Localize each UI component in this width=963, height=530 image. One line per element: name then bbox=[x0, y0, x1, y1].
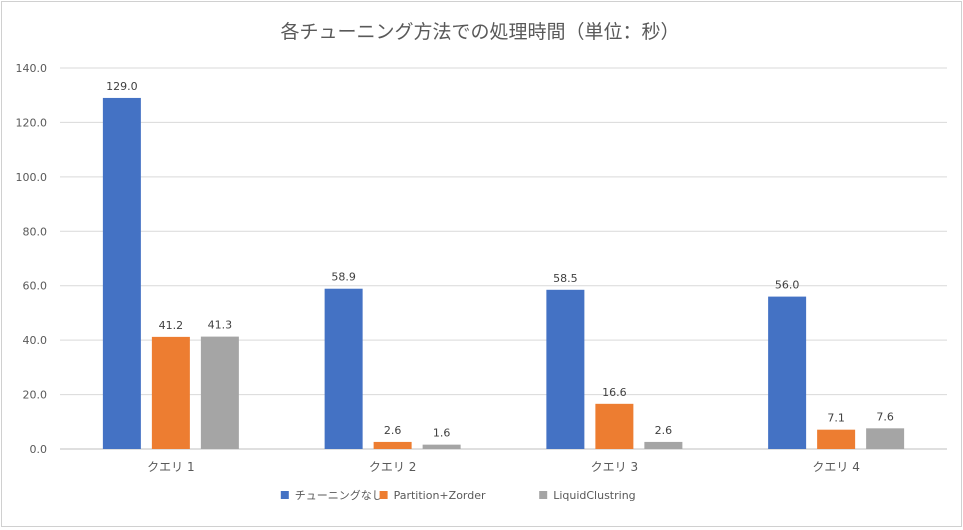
data-label: 129.0 bbox=[106, 80, 138, 93]
bar bbox=[200, 336, 239, 449]
legend-swatch bbox=[539, 491, 548, 499]
bar bbox=[817, 429, 856, 449]
y-axis: 0.0 20.0 40.0 60.0 80.0 100.0 120.0 140.0 bbox=[16, 62, 48, 456]
legend-item: チューニングなし bbox=[280, 488, 383, 502]
y-tick-label: 60.0 bbox=[23, 280, 48, 293]
bar bbox=[422, 444, 461, 449]
data-label: 41.3 bbox=[208, 319, 233, 332]
bar bbox=[644, 441, 683, 449]
legend-label: チューニングなし bbox=[295, 488, 383, 502]
x-tick-label: クエリ 4 bbox=[812, 460, 859, 474]
bar bbox=[546, 289, 585, 449]
gridlines bbox=[60, 67, 947, 450]
data-label: 58.5 bbox=[553, 272, 578, 285]
legend-label: LiquidClustring bbox=[553, 489, 635, 502]
data-label: 16.6 bbox=[602, 386, 627, 399]
x-axis: クエリ 1 クエリ 2 クエリ 3 クエリ 4 bbox=[147, 460, 860, 474]
y-tick-label: 140.0 bbox=[16, 62, 48, 75]
data-label: 58.9 bbox=[331, 271, 356, 284]
data-label: 2.6 bbox=[384, 424, 402, 437]
bar bbox=[151, 336, 190, 449]
bar bbox=[595, 403, 634, 449]
y-tick-label: 80.0 bbox=[23, 225, 48, 238]
x-tick-label: クエリ 3 bbox=[591, 460, 638, 474]
y-tick-label: 40.0 bbox=[23, 334, 48, 347]
data-label: 7.1 bbox=[827, 412, 845, 425]
legend-swatch bbox=[280, 491, 289, 499]
bar bbox=[102, 97, 141, 449]
legend-item: Partition+Zorder bbox=[379, 489, 486, 502]
y-tick-label: 100.0 bbox=[16, 171, 48, 184]
y-tick-label: 120.0 bbox=[16, 116, 48, 129]
data-label: 1.6 bbox=[433, 427, 451, 440]
y-tick-label: 20.0 bbox=[23, 389, 48, 402]
y-tick-label: 0.0 bbox=[30, 443, 48, 456]
data-label: 7.6 bbox=[876, 410, 894, 423]
data-label: 2.6 bbox=[655, 424, 673, 437]
data-label: 56.0 bbox=[775, 279, 800, 292]
bars: 129.0 41.2 41.3 58.9 2.6 1.6 58.5 16.6 2.6 56.0 7.… bbox=[102, 80, 905, 449]
legend-swatch bbox=[379, 491, 388, 499]
bar bbox=[768, 296, 807, 449]
legend: チューニングなし Partition+Zorder LiquidClustring bbox=[280, 488, 636, 502]
chart-title: 各チューニング方法での処理時間（単位：秒） bbox=[280, 21, 679, 43]
bar bbox=[373, 441, 412, 449]
x-tick-label: クエリ 1 bbox=[147, 460, 194, 474]
bar bbox=[324, 288, 363, 449]
legend-label: Partition+Zorder bbox=[394, 489, 486, 502]
bar bbox=[866, 428, 905, 449]
data-label: 41.2 bbox=[159, 319, 184, 332]
legend-item: LiquidClustring bbox=[539, 489, 636, 502]
x-tick-label: クエリ 2 bbox=[369, 460, 416, 474]
